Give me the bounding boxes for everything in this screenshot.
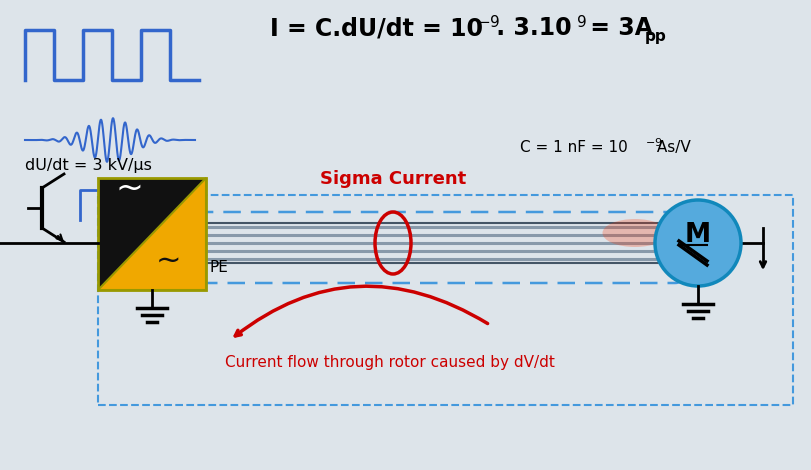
- Text: = 3A: = 3A: [581, 16, 652, 40]
- Circle shape: [654, 200, 740, 286]
- Bar: [98, 178, 206, 290]
- Text: As/V: As/V: [651, 140, 690, 155]
- Text: I = C.dU/dt = 10: I = C.dU/dt = 10: [270, 16, 483, 40]
- Text: $9$: $9$: [575, 14, 586, 30]
- Text: ~: ~: [156, 247, 182, 276]
- Text: dU/dt = 3 kV/μs: dU/dt = 3 kV/μs: [25, 158, 152, 173]
- Bar: [98, 195, 792, 405]
- Ellipse shape: [602, 219, 667, 247]
- Text: M: M: [684, 222, 710, 248]
- Text: $-9$: $-9$: [476, 14, 500, 30]
- Text: $-9$: $-9$: [644, 136, 662, 148]
- Text: Sigma Current: Sigma Current: [320, 170, 466, 188]
- Text: PE: PE: [210, 260, 229, 275]
- Text: Current flow through rotor caused by dV/dt: Current flow through rotor caused by dV/…: [225, 355, 554, 370]
- Text: . 3.10: . 3.10: [487, 16, 571, 40]
- Text: pp: pp: [644, 29, 666, 44]
- Polygon shape: [98, 178, 206, 290]
- Text: ~: ~: [116, 172, 144, 205]
- Text: C = 1 nF = 10: C = 1 nF = 10: [519, 140, 627, 155]
